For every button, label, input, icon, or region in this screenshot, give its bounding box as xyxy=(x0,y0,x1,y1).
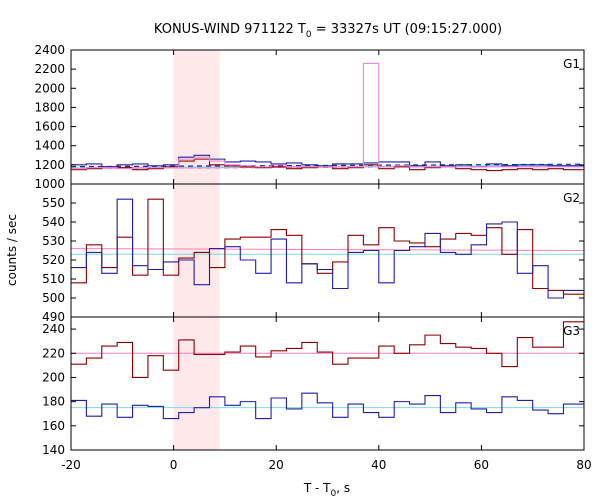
y-tick-label: 2200 xyxy=(34,62,65,76)
x-axis-label-main: T - T xyxy=(303,481,331,495)
y-tick-label: 550 xyxy=(42,196,65,210)
series-series-b xyxy=(71,392,584,420)
x-tick-label: -20 xyxy=(61,458,81,472)
y-tick-label: 240 xyxy=(42,322,65,336)
x-tick-label: 80 xyxy=(576,458,591,472)
highlight-interval xyxy=(173,50,220,450)
x-axis-label-subscript: 0 xyxy=(331,489,337,499)
panel-label: G2 xyxy=(563,191,580,205)
panel-g1 xyxy=(70,62,585,172)
series-series-a xyxy=(71,198,584,295)
y-tick-label: 160 xyxy=(42,419,65,433)
chart-title-main: KONUS-WIND 971122 T xyxy=(154,22,306,37)
panels-layer xyxy=(70,62,585,420)
y-tick-label: 1400 xyxy=(34,139,65,153)
frame-layer: 10001200140016001800200022002400G1490500… xyxy=(34,43,591,472)
y-tick-label: 500 xyxy=(42,291,65,305)
y-tick-label: 2400 xyxy=(34,43,65,57)
y-axis-label: counts / sec xyxy=(5,214,19,286)
y-tick-label: 180 xyxy=(42,395,65,409)
y-tick-label: 1600 xyxy=(34,120,65,134)
panel-frame xyxy=(70,316,585,451)
y-tick-label: 140 xyxy=(42,443,65,457)
series-series-b xyxy=(71,154,584,168)
y-tick-label: 1200 xyxy=(34,158,65,172)
x-axis-label-rest: , s xyxy=(336,481,350,495)
y-tick-label: 510 xyxy=(42,272,65,286)
y-tick-label: 1800 xyxy=(34,100,65,114)
y-tick-label: 2000 xyxy=(34,81,65,95)
x-tick-label: 40 xyxy=(371,458,386,472)
y-tick-label: 200 xyxy=(42,370,65,384)
y-tick-label: 530 xyxy=(42,234,65,248)
panel-label: G3 xyxy=(563,324,580,338)
y-tick-label: 490 xyxy=(42,310,65,324)
chart-title-rest: = 33327s UT (09:15:27.000) xyxy=(312,22,502,37)
x-tick-label: 0 xyxy=(170,458,178,472)
y-tick-label: 540 xyxy=(42,215,65,229)
x-tick-label: 20 xyxy=(269,458,284,472)
x-axis-label: T - T0, s xyxy=(303,481,350,499)
series-series-c xyxy=(71,62,584,170)
panel-label: G1 xyxy=(563,57,580,71)
x-tick-label: 60 xyxy=(474,458,489,472)
background-line-1 xyxy=(70,248,585,251)
series-series-b xyxy=(71,198,584,299)
y-tick-label: 520 xyxy=(42,253,65,267)
chart-title: KONUS-WIND 971122 T0 = 33327s UT (09:15:… xyxy=(154,22,502,40)
chart-title-subscript: 0 xyxy=(306,30,312,40)
panel-g2 xyxy=(70,198,585,299)
series-series-a xyxy=(71,321,584,379)
y-tick-label: 220 xyxy=(42,346,65,360)
highlight-layer xyxy=(173,50,220,450)
panel-g3 xyxy=(71,321,584,420)
y-tick-label: 1000 xyxy=(34,177,65,191)
